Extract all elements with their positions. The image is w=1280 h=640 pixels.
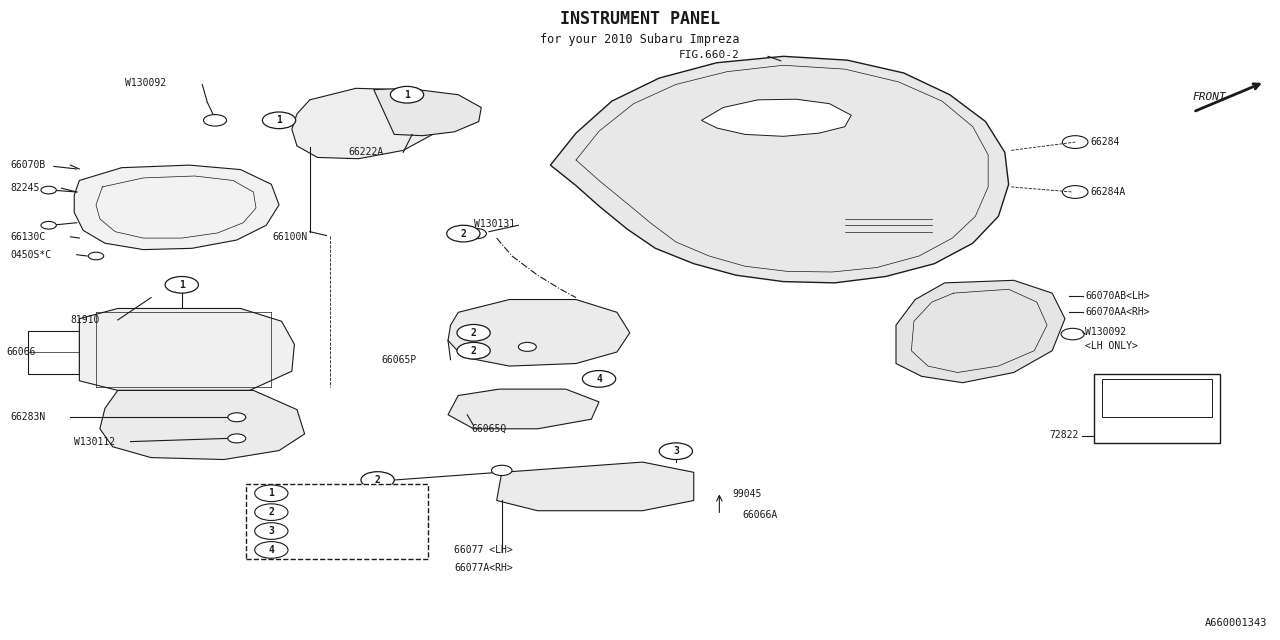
Text: 2: 2 — [375, 475, 380, 485]
Text: 2: 2 — [269, 507, 274, 517]
Text: 0450S*A: 0450S*A — [302, 488, 349, 499]
Circle shape — [41, 186, 56, 194]
Circle shape — [255, 504, 288, 520]
Circle shape — [447, 225, 480, 242]
Text: 66066A: 66066A — [742, 510, 778, 520]
Text: 66283N: 66283N — [10, 412, 46, 422]
Text: 4: 4 — [269, 545, 274, 555]
Text: 2: 2 — [471, 346, 476, 356]
Text: 1: 1 — [269, 488, 274, 499]
Text: 66065Q: 66065Q — [471, 424, 507, 434]
Text: 1: 1 — [404, 90, 410, 100]
Circle shape — [390, 86, 424, 103]
Circle shape — [228, 434, 246, 443]
Text: 66222A: 66222A — [348, 147, 384, 157]
Circle shape — [255, 523, 288, 540]
Polygon shape — [448, 389, 599, 429]
Text: N510011: N510011 — [302, 545, 349, 555]
Polygon shape — [374, 88, 481, 136]
Text: CAUTION: CAUTION — [1144, 384, 1170, 389]
Polygon shape — [292, 88, 442, 159]
Circle shape — [659, 443, 692, 460]
Text: 66070B: 66070B — [10, 160, 46, 170]
Text: W130112: W130112 — [74, 436, 115, 447]
Circle shape — [457, 342, 490, 359]
Text: 66070AA<RH>: 66070AA<RH> — [1085, 307, 1149, 317]
Text: 81910: 81910 — [70, 315, 100, 325]
Text: 66130C: 66130C — [10, 232, 46, 242]
Text: 99045: 99045 — [732, 489, 762, 499]
Text: ATTENTION: ATTENTION — [1143, 397, 1171, 402]
Circle shape — [255, 541, 288, 558]
Text: 82245: 82245 — [10, 183, 40, 193]
Circle shape — [590, 374, 608, 383]
Polygon shape — [497, 462, 694, 511]
Circle shape — [492, 465, 512, 476]
Bar — [1094, 374, 1220, 443]
Circle shape — [88, 252, 104, 260]
Text: 66077A<RH>: 66077A<RH> — [454, 563, 513, 573]
Text: 2: 2 — [471, 328, 476, 338]
Text: 1: 1 — [276, 115, 282, 125]
Text: FRONT: FRONT — [1193, 92, 1226, 102]
Text: 66066: 66066 — [6, 347, 36, 357]
Polygon shape — [100, 390, 305, 460]
Text: W130131: W130131 — [474, 219, 515, 229]
Polygon shape — [74, 165, 279, 250]
Text: A660001343: A660001343 — [1204, 618, 1267, 628]
Text: for your 2010 Subaru Impreza: for your 2010 Subaru Impreza — [540, 33, 740, 46]
Circle shape — [204, 115, 227, 126]
Circle shape — [396, 89, 419, 100]
Polygon shape — [79, 308, 294, 390]
Text: 66077 <LH>: 66077 <LH> — [454, 545, 513, 556]
Text: 3: 3 — [673, 446, 678, 456]
Text: W130092: W130092 — [302, 526, 349, 536]
Text: 3: 3 — [269, 526, 274, 536]
Circle shape — [582, 371, 616, 387]
Text: W130092: W130092 — [125, 78, 166, 88]
Polygon shape — [701, 99, 851, 136]
Circle shape — [165, 276, 198, 293]
Text: 1: 1 — [179, 280, 184, 290]
Text: 66284A: 66284A — [1091, 187, 1126, 197]
Bar — [28, 331, 79, 374]
Text: 0451S*C: 0451S*C — [302, 507, 349, 517]
Text: FIG.660-2: FIG.660-2 — [678, 50, 739, 60]
Bar — [246, 484, 428, 559]
Text: 66065P: 66065P — [381, 355, 417, 365]
Polygon shape — [550, 56, 1009, 283]
Text: W130092: W130092 — [1085, 326, 1126, 337]
Circle shape — [41, 221, 56, 229]
Text: 66070AB<LH>: 66070AB<LH> — [1085, 291, 1149, 301]
Circle shape — [457, 324, 490, 341]
Circle shape — [228, 413, 246, 422]
Circle shape — [255, 485, 288, 502]
Circle shape — [170, 279, 193, 291]
Text: 0450S*C: 0450S*C — [10, 250, 51, 260]
Circle shape — [361, 472, 394, 488]
Polygon shape — [448, 300, 630, 366]
Circle shape — [518, 342, 536, 351]
Circle shape — [466, 228, 486, 239]
Text: 66284: 66284 — [1091, 137, 1120, 147]
Polygon shape — [896, 280, 1065, 383]
Text: INSTRUMENT PANEL: INSTRUMENT PANEL — [561, 10, 719, 28]
Text: <LH ONLY>: <LH ONLY> — [1085, 340, 1138, 351]
Text: 72822: 72822 — [1050, 430, 1079, 440]
Text: 2: 2 — [461, 228, 466, 239]
Circle shape — [262, 112, 296, 129]
Text: 66100N: 66100N — [273, 232, 308, 242]
Bar — [1102, 379, 1212, 417]
Text: 4: 4 — [596, 374, 602, 384]
